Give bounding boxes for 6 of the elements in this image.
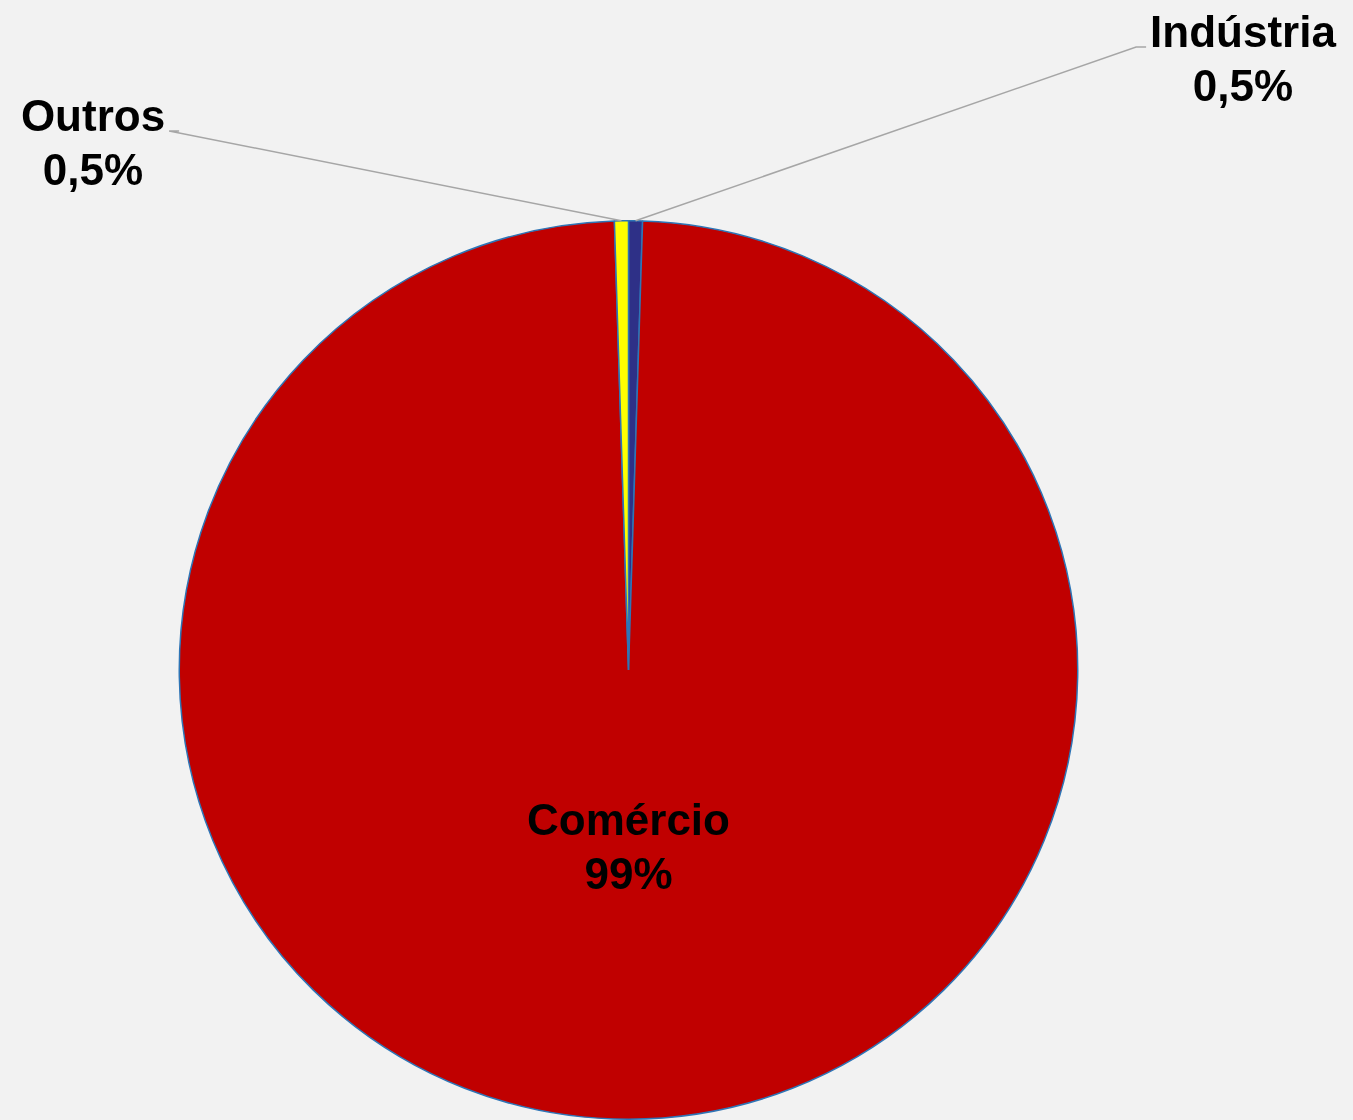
slice-label: Comércio: [527, 794, 730, 844]
data-label: 99%: [584, 848, 673, 898]
data-label: 0,5%: [42, 145, 144, 195]
slice-label: Outros: [20, 91, 166, 141]
data-label: 0,5%: [1192, 61, 1294, 111]
slice-label: Indústria: [1150, 7, 1337, 57]
